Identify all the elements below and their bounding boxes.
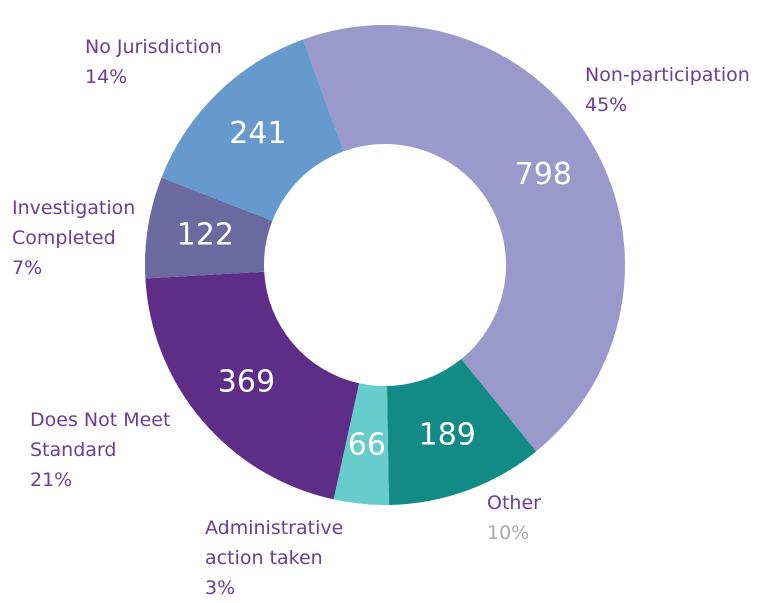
- slice: [386, 358, 537, 505]
- percent-label: 7%: [12, 257, 43, 279]
- slice-label: Non-participation 45%: [585, 60, 767, 120]
- category-label: Does Not Meet Standard: [30, 409, 171, 461]
- slice: [145, 177, 273, 279]
- category-label: No Jurisdiction: [85, 36, 222, 58]
- percent-label: 3%: [205, 577, 236, 599]
- percent-label: 10%: [487, 522, 530, 544]
- slice-label: Administrative action taken 3%: [205, 513, 395, 603]
- value-label: 122: [177, 218, 234, 253]
- value-label: 189: [419, 418, 476, 453]
- value-label: 798: [515, 157, 572, 192]
- slice-label: Does Not Meet Standard 21%: [30, 405, 200, 495]
- percent-label: 14%: [85, 66, 128, 88]
- value-label: 66: [348, 428, 386, 463]
- slice: [333, 383, 389, 505]
- category-label: Non-participation: [585, 64, 750, 86]
- slice: [145, 271, 360, 500]
- value-label: 369: [218, 365, 275, 400]
- percent-label: 21%: [30, 469, 73, 491]
- slice: [302, 24, 626, 452]
- slice-label: Other 10%: [487, 488, 587, 548]
- slice-label: Investigation Completed 7%: [12, 193, 152, 283]
- category-label: Administrative action taken: [205, 517, 344, 569]
- slice: [161, 39, 344, 221]
- category-label: Investigation Completed: [12, 197, 136, 249]
- category-label: Other: [487, 492, 541, 514]
- slice-label: No Jurisdiction 14%: [85, 32, 255, 92]
- percent-label: 45%: [585, 94, 628, 116]
- value-label: 241: [229, 116, 286, 151]
